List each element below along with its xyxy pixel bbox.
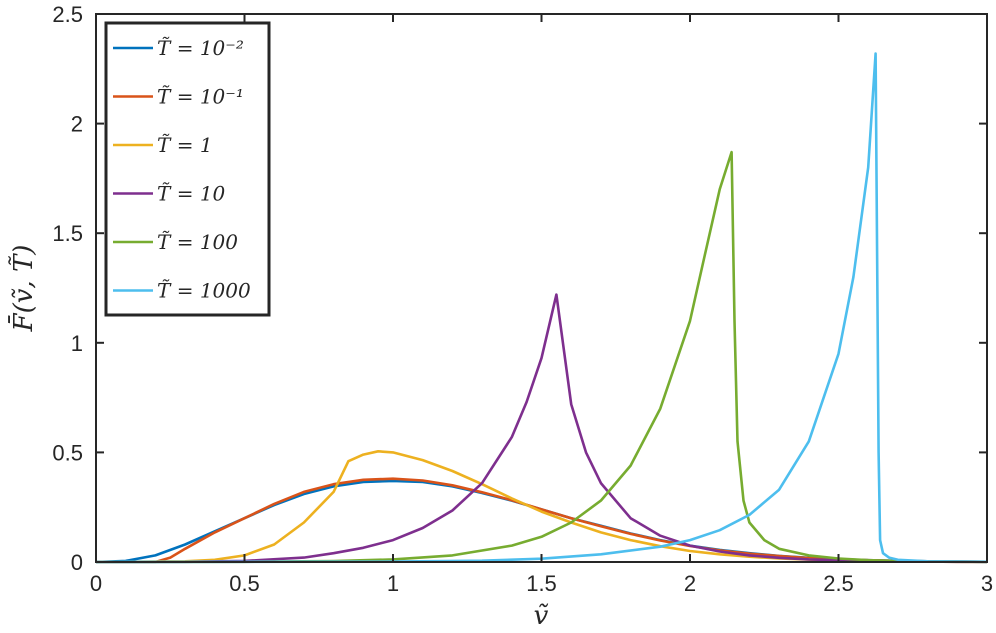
- series-line-2: [96, 477, 988, 564]
- y-tick-label: 1: [71, 331, 83, 356]
- series-line-3: [95, 450, 987, 564]
- x-tick-labels: 0 0.5 1 1.5 2 2.5 3: [90, 571, 993, 596]
- tick-marks: [95, 13, 988, 563]
- series-line-4: [95, 293, 987, 564]
- y-tick-labels: 0 0.5 1 1.5 2 2.5: [52, 2, 83, 575]
- x-tick-label: 2.5: [823, 571, 854, 596]
- x-tick-label: 1.5: [526, 571, 557, 596]
- x-tick-label: 0: [90, 571, 102, 596]
- legend-label-1: T̃ = 10⁻²: [157, 36, 244, 60]
- legend-label-5: T̃ = 100: [157, 230, 238, 254]
- x-tick-label: 1: [387, 571, 399, 596]
- y-axis-label: F̄(ṽ, T̃): [7, 245, 39, 333]
- legend-label-3: T̃ = 1: [157, 133, 213, 157]
- series-line-5: [95, 150, 988, 564]
- series-line-1: [95, 479, 988, 564]
- legend-label-6: T̃ = 1000: [157, 279, 251, 303]
- x-tick-label: 2: [684, 571, 696, 596]
- y-tick-label: 0.5: [52, 440, 83, 465]
- x-axis-label: ṽ: [534, 601, 549, 631]
- y-tick-label: 2: [71, 112, 83, 137]
- legend-label-2: T̃ = 10⁻¹: [157, 85, 244, 109]
- legend-label-4: T̃ = 10: [157, 182, 226, 206]
- y-tick-label: 0: [71, 550, 83, 575]
- x-tick-label: 3: [981, 571, 993, 596]
- y-tick-label: 1.5: [52, 221, 83, 246]
- x-tick-label: 0.5: [229, 571, 260, 596]
- legend: T̃ = 10⁻² T̃ = 10⁻¹ T̃ = 1 T̃ = 10 T̃ = 100 T…: [104, 21, 271, 317]
- y-tick-label: 2.5: [52, 2, 83, 27]
- legend-items: T̃ = 10⁻² T̃ = 10⁻¹ T̃ = 1 T̃ = 10 T̃ = 100 T…: [113, 36, 251, 303]
- legend-box: [104, 21, 271, 317]
- series-line-6: [95, 52, 988, 564]
